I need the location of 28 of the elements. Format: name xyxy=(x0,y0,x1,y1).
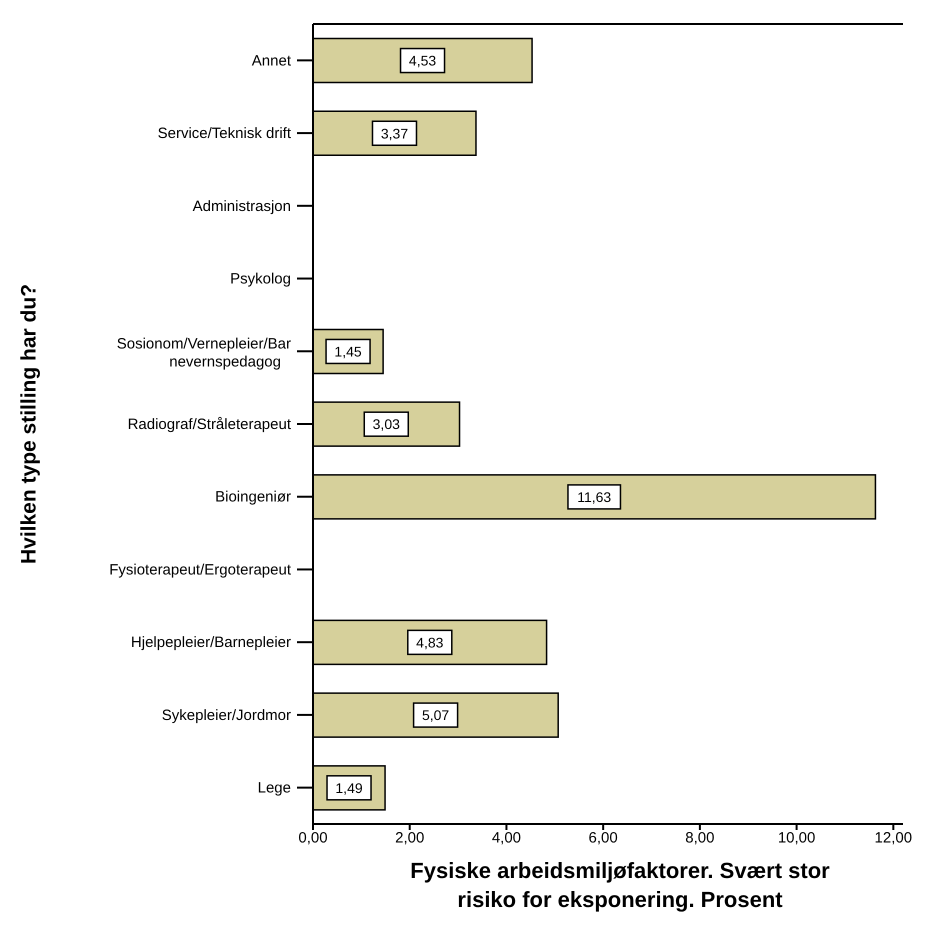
y-tick-label: Radiograf/Stråleterapeut xyxy=(128,416,292,433)
y-tick-label: Administrasjon xyxy=(192,198,291,215)
y-tick-label: Sosionom/Vernepleier/Barnevernspedagog xyxy=(116,335,292,370)
x-tick-label: 10,00 xyxy=(778,830,816,847)
data-label: 3,37 xyxy=(380,125,408,142)
x-tick-label: 0,00 xyxy=(298,830,328,847)
data-label: 1,49 xyxy=(335,780,363,796)
data-label: 4,53 xyxy=(408,52,436,69)
x-tick-label: 12,00 xyxy=(874,830,912,847)
data-label: 4,83 xyxy=(416,634,444,650)
x-tick-label: 2,00 xyxy=(395,830,424,847)
data-label: 1,45 xyxy=(334,343,362,360)
data-label: 5,07 xyxy=(422,707,450,724)
y-tick-label: Sykepleier/Jordmor xyxy=(162,706,291,724)
x-tick-label: 6,00 xyxy=(588,830,618,847)
y-tick-label: Bioingeniør xyxy=(215,488,291,506)
data-label: 3,03 xyxy=(372,416,400,432)
y-tick-label: Hjelpepleier/Barnepleier xyxy=(130,634,292,652)
x-tick-label: 4,00 xyxy=(492,830,522,847)
y-tick-label: Service/Teknisk drift xyxy=(158,125,292,142)
y-tick-label: Annet xyxy=(252,52,292,70)
data-label: 11,63 xyxy=(577,488,612,505)
x-axis-title: Fysiske arbeidsmiljøfaktorer. Svært stor risiko for eksponering. Prosent xyxy=(409,857,831,914)
x-tick-label: 8,00 xyxy=(685,830,714,847)
y-axis-title: Hvilken type stilling har du? xyxy=(17,284,40,564)
y-tick-label: Fysioterapeut/Ergoterapeut xyxy=(109,561,292,578)
y-tick-label: Psykolog xyxy=(230,270,291,288)
y-tick-label: Lege xyxy=(258,780,291,797)
